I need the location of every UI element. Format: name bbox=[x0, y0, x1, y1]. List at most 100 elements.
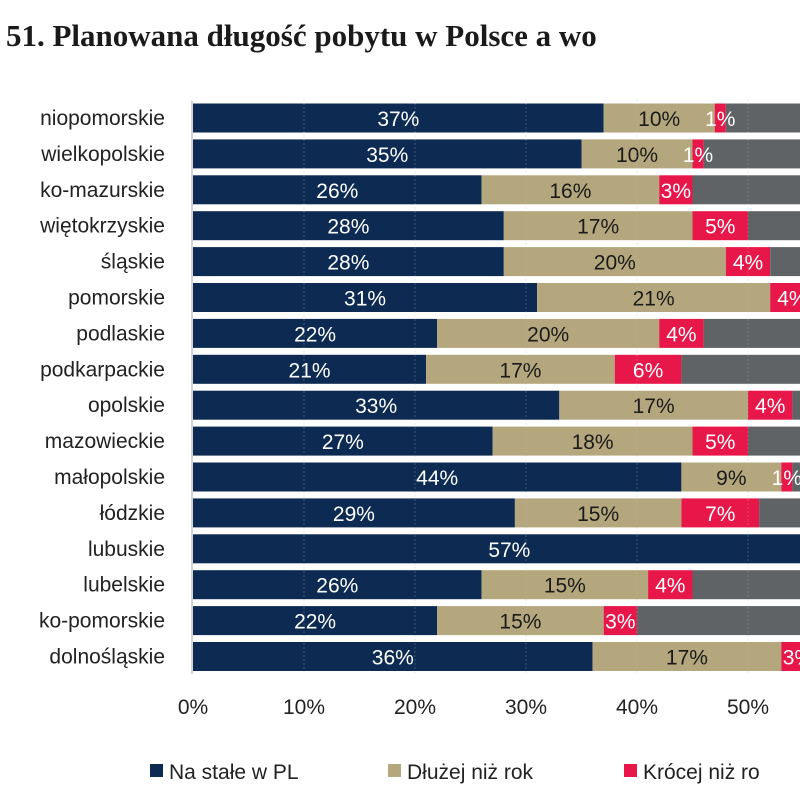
category-label: lubelskie bbox=[83, 574, 165, 597]
category-label: śląskie bbox=[101, 251, 165, 274]
bar-segment-other bbox=[792, 390, 800, 420]
data-label: 37% bbox=[377, 108, 419, 131]
data-label: 17% bbox=[633, 395, 675, 418]
x-tick-label: 30% bbox=[505, 696, 547, 719]
category-label: pomorskie bbox=[68, 287, 165, 310]
bar-segment bbox=[692, 139, 704, 169]
bar-segment bbox=[648, 570, 693, 600]
data-label: 3% bbox=[605, 611, 635, 634]
bar-segment bbox=[193, 570, 482, 600]
data-label: 9% bbox=[716, 467, 746, 490]
bar-segment bbox=[781, 462, 793, 492]
category-label: niopomorskie bbox=[40, 107, 165, 130]
data-label: 4% bbox=[777, 288, 800, 311]
bar-segment bbox=[781, 642, 800, 671]
bar-segment bbox=[437, 318, 660, 348]
bar-segment bbox=[437, 606, 604, 636]
bar-segment bbox=[193, 247, 504, 277]
category-label: łódzkie bbox=[100, 502, 165, 525]
bar-segment bbox=[193, 211, 504, 241]
bar-segment-other bbox=[748, 211, 800, 241]
bar-segment bbox=[193, 498, 515, 528]
legend-swatch bbox=[388, 764, 401, 777]
bar-segment-other bbox=[637, 606, 800, 636]
data-label: 7% bbox=[705, 503, 735, 526]
category-label: więtokrzyskie bbox=[39, 215, 165, 238]
bar-segment bbox=[714, 103, 726, 133]
bar-segment bbox=[193, 103, 604, 133]
data-label: 18% bbox=[572, 431, 614, 454]
data-label: 15% bbox=[499, 611, 541, 634]
data-label: 17% bbox=[577, 216, 619, 239]
data-label: 5% bbox=[705, 216, 735, 239]
legend-label: Krócej niż ro bbox=[643, 761, 760, 784]
bar-segment bbox=[692, 211, 748, 241]
data-label: 20% bbox=[527, 323, 569, 346]
data-label: 28% bbox=[327, 252, 369, 275]
bar-segment-other bbox=[692, 570, 800, 600]
data-label: 20% bbox=[594, 252, 636, 275]
bar-segment bbox=[503, 247, 726, 277]
legend-swatch bbox=[150, 764, 163, 777]
bar-segment-other bbox=[681, 354, 800, 384]
bar-segment-other bbox=[770, 247, 800, 277]
bar-segment bbox=[193, 390, 560, 420]
data-label: 21% bbox=[633, 288, 675, 311]
data-label: 26% bbox=[316, 180, 358, 203]
data-label: 33% bbox=[355, 395, 397, 418]
data-label: 22% bbox=[294, 611, 336, 634]
bar-segment bbox=[492, 426, 693, 456]
legend-swatch bbox=[624, 764, 637, 777]
data-label: 26% bbox=[316, 575, 358, 598]
data-label: 3% bbox=[783, 647, 800, 670]
data-label: 10% bbox=[616, 144, 658, 167]
bar-segment-other bbox=[703, 318, 800, 348]
data-label: 44% bbox=[416, 467, 458, 490]
bar-segment bbox=[481, 175, 660, 205]
category-label: mazowieckie bbox=[45, 430, 165, 453]
bar-segment bbox=[681, 462, 782, 492]
data-label: 1% bbox=[705, 108, 735, 131]
data-label: 4% bbox=[733, 252, 763, 275]
data-label: 36% bbox=[372, 647, 414, 670]
bar-segment bbox=[193, 462, 682, 492]
bar-segment bbox=[692, 426, 748, 456]
bar-segment-other bbox=[792, 462, 800, 492]
category-label: dolnośląskie bbox=[49, 646, 165, 669]
legend-label: Dłużej niż rok bbox=[407, 761, 534, 784]
data-label: 5% bbox=[705, 431, 735, 454]
data-label: 21% bbox=[289, 359, 331, 382]
bar-segment bbox=[193, 175, 482, 205]
data-label: 4% bbox=[655, 575, 685, 598]
bar-segment bbox=[659, 175, 693, 205]
bar-segment bbox=[514, 498, 682, 528]
bar-segment bbox=[193, 426, 493, 456]
bar-segment bbox=[503, 211, 693, 241]
data-label: 10% bbox=[638, 108, 680, 131]
category-label: ko-mazurskie bbox=[40, 179, 165, 202]
x-tick-label: 0% bbox=[178, 696, 208, 719]
legend-label: Na stałe w PL bbox=[169, 761, 299, 784]
data-label: 15% bbox=[577, 503, 619, 526]
category-label: ko-pomorskie bbox=[39, 610, 165, 633]
category-label: podkarpackie bbox=[40, 358, 165, 381]
bar-segment-other bbox=[692, 175, 800, 205]
bar-segment bbox=[426, 354, 615, 384]
bar-segment bbox=[481, 570, 649, 600]
category-label: lubuskie bbox=[88, 538, 165, 561]
data-label: 22% bbox=[294, 323, 336, 346]
category-label: wielkopolskie bbox=[40, 143, 165, 166]
data-label: 31% bbox=[344, 288, 386, 311]
x-tick-label: 20% bbox=[394, 696, 436, 719]
data-label: 1% bbox=[772, 467, 800, 490]
bar-segment bbox=[659, 318, 704, 348]
data-label: 3% bbox=[661, 180, 691, 203]
x-tick-label: 10% bbox=[283, 696, 325, 719]
bar-segment bbox=[193, 354, 427, 384]
data-label: 27% bbox=[322, 431, 364, 454]
bar-segment-other bbox=[748, 426, 800, 456]
bar-segment bbox=[592, 642, 782, 671]
data-label: 1% bbox=[683, 144, 713, 167]
bar-segment-other bbox=[725, 103, 800, 133]
